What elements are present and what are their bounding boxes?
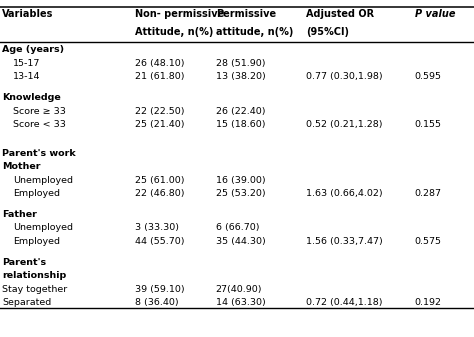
Text: Parent's: Parent's — [2, 258, 46, 267]
Text: Father: Father — [2, 210, 37, 219]
Text: 15 (18.60): 15 (18.60) — [216, 120, 265, 129]
Text: 0.595: 0.595 — [415, 72, 442, 82]
Text: 3 (33.30): 3 (33.30) — [135, 223, 179, 233]
Text: Adjusted OR: Adjusted OR — [306, 9, 374, 20]
Text: Parent's work: Parent's work — [2, 149, 76, 158]
Text: 0.52 (0.21,1.28): 0.52 (0.21,1.28) — [306, 120, 382, 129]
Text: (95%CI): (95%CI) — [306, 27, 349, 37]
Text: 16 (39.00): 16 (39.00) — [216, 176, 265, 185]
Text: 15-17: 15-17 — [13, 59, 40, 68]
Text: Employed: Employed — [13, 237, 60, 246]
Text: 21 (61.80): 21 (61.80) — [135, 72, 184, 82]
Text: Permissive: Permissive — [216, 9, 276, 20]
Text: 6 (66.70): 6 (66.70) — [216, 223, 259, 233]
Text: Variables: Variables — [2, 9, 54, 20]
Text: 22 (22.50): 22 (22.50) — [135, 107, 184, 116]
Text: Knowledge: Knowledge — [2, 93, 61, 102]
Text: Unemployed: Unemployed — [13, 223, 73, 233]
Text: 0.287: 0.287 — [415, 189, 442, 198]
Text: 0.72 (0.44,1.18): 0.72 (0.44,1.18) — [306, 298, 382, 307]
Text: 27(40.90): 27(40.90) — [216, 285, 262, 294]
Text: 0.192: 0.192 — [415, 298, 442, 307]
Text: Age (years): Age (years) — [2, 45, 64, 55]
Text: 14 (63.30): 14 (63.30) — [216, 298, 265, 307]
Text: 8 (36.40): 8 (36.40) — [135, 298, 179, 307]
Text: 25 (53.20): 25 (53.20) — [216, 189, 265, 198]
Text: 1.63 (0.66,4.02): 1.63 (0.66,4.02) — [306, 189, 383, 198]
Text: Unemployed: Unemployed — [13, 176, 73, 185]
Text: Mother: Mother — [2, 162, 41, 171]
Text: 13 (38.20): 13 (38.20) — [216, 72, 265, 82]
Text: 25 (21.40): 25 (21.40) — [135, 120, 184, 129]
Text: 0.575: 0.575 — [415, 237, 442, 246]
Text: Score ≥ 33: Score ≥ 33 — [13, 107, 66, 116]
Text: 39 (59.10): 39 (59.10) — [135, 285, 185, 294]
Text: Separated: Separated — [2, 298, 52, 307]
Text: Score < 33: Score < 33 — [13, 120, 66, 129]
Text: Non- permissive: Non- permissive — [135, 9, 224, 20]
Text: Attitude, n(%): Attitude, n(%) — [135, 27, 213, 37]
Text: Employed: Employed — [13, 189, 60, 198]
Text: 1.56 (0.33,7.47): 1.56 (0.33,7.47) — [306, 237, 383, 246]
Text: 0.155: 0.155 — [415, 120, 442, 129]
Text: 0.77 (0.30,1.98): 0.77 (0.30,1.98) — [306, 72, 383, 82]
Text: P value: P value — [415, 9, 455, 20]
Text: relationship: relationship — [2, 271, 67, 280]
Text: 26 (48.10): 26 (48.10) — [135, 59, 184, 68]
Text: 13-14: 13-14 — [13, 72, 40, 82]
Text: 25 (61.00): 25 (61.00) — [135, 176, 184, 185]
Text: 35 (44.30): 35 (44.30) — [216, 237, 265, 246]
Text: 44 (55.70): 44 (55.70) — [135, 237, 184, 246]
Text: Stay together: Stay together — [2, 285, 68, 294]
Text: 26 (22.40): 26 (22.40) — [216, 107, 265, 116]
Text: 28 (51.90): 28 (51.90) — [216, 59, 265, 68]
Text: attitude, n(%): attitude, n(%) — [216, 27, 293, 37]
Text: 22 (46.80): 22 (46.80) — [135, 189, 184, 198]
